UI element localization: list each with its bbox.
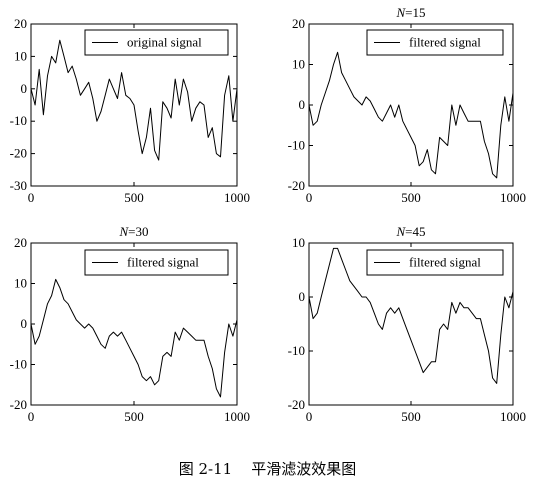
legend: filtered signal — [84, 249, 229, 276]
y-tick-label: 10 — [14, 48, 27, 63]
y-tick-label: 10 — [14, 276, 27, 291]
y-tick-label: -20 — [288, 397, 305, 412]
series-line — [308, 247, 514, 384]
y-tick-label: -10 — [10, 357, 27, 372]
x-tick-label: 0 — [28, 190, 35, 205]
y-tick-label: -20 — [10, 397, 27, 412]
x-tick-label: 0 — [306, 190, 313, 205]
y-tick-label: -20 — [288, 178, 305, 193]
x-tick-label: 500 — [401, 190, 421, 205]
chart-panel-1: 0 500 1000 -30 -20 -10 0 10 20 original signal — [10, 16, 250, 205]
y-tick-label: -10 — [10, 113, 27, 128]
y-tick-label: 20 — [14, 235, 27, 250]
panel-title: N=30 — [118, 224, 148, 239]
legend: filtered signal — [366, 249, 504, 276]
series-line — [30, 39, 238, 161]
legend-box — [366, 29, 504, 56]
y-tick-label: 20 — [14, 16, 27, 31]
chart-panel-3: N=30 0 500 1000 -20 -10 0 10 20 filtered signal — [10, 224, 250, 424]
caption-number: 图 2-11 — [178, 460, 233, 478]
x-tick-label: 500 — [401, 409, 421, 424]
y-tick-label: -30 — [10, 178, 27, 193]
legend-label: filtered signal — [409, 255, 481, 270]
legend: filtered signal — [366, 29, 504, 56]
y-tick-label: 0 — [299, 289, 306, 304]
legend: original signal — [84, 29, 229, 56]
y-tick-label: -10 — [288, 343, 305, 358]
x-tick-label: 1000 — [500, 190, 526, 205]
figure-caption: 图 2-11 平滑滤波效果图 — [0, 458, 535, 479]
y-tick-label: 10 — [292, 57, 305, 72]
x-tick-label: 1000 — [500, 409, 526, 424]
x-tick-label: 1000 — [224, 409, 250, 424]
y-tick-label: 0 — [21, 316, 28, 331]
x-tick-label: 500 — [124, 409, 144, 424]
y-tick-label: 10 — [292, 235, 305, 250]
series-line — [30, 278, 238, 398]
x-tick-label: 0 — [306, 409, 313, 424]
panel-title: N=45 — [395, 224, 425, 239]
x-tick-label: 0 — [28, 409, 35, 424]
x-tick-label: 1000 — [224, 190, 250, 205]
legend-label: original signal — [127, 35, 202, 50]
legend-label: filtered signal — [409, 35, 481, 50]
y-tick-label: 0 — [299, 97, 306, 112]
chart-panel-4: N=45 0 500 1000 -20 -10 0 10 filtered signal — [288, 224, 526, 424]
legend-label: filtered signal — [127, 255, 199, 270]
x-tick-label: 500 — [124, 190, 144, 205]
panel-title: N=15 — [395, 5, 425, 20]
caption-text: 平滑滤波效果图 — [251, 460, 357, 478]
y-tick-label: 20 — [292, 16, 305, 31]
y-tick-label: -10 — [288, 138, 305, 153]
chart-panel-2: N=15 0 500 1000 -20 -10 0 10 20 filtered signal — [288, 5, 526, 205]
y-tick-label: 0 — [21, 81, 28, 96]
series-line — [308, 51, 514, 179]
y-tick-label: -20 — [10, 146, 27, 161]
